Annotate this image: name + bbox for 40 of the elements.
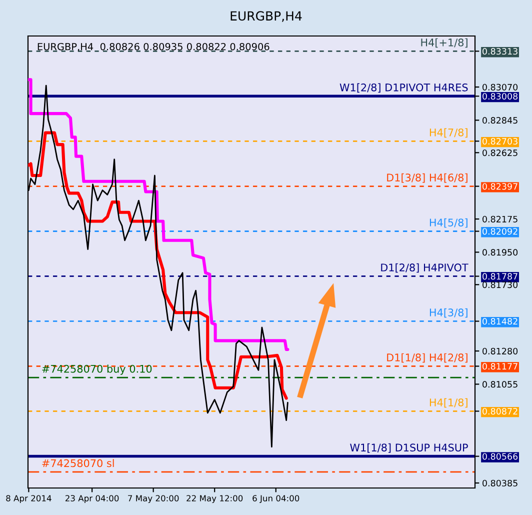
line-series bbox=[28, 78, 290, 352]
y-tick-label: 0.82092 bbox=[482, 228, 518, 235]
y-tick-label: 0.82845 bbox=[482, 117, 518, 124]
line-series bbox=[28, 131, 288, 400]
y-tick-label: 0.81730 bbox=[482, 281, 518, 288]
y-tick-label: 0.81950 bbox=[482, 249, 518, 256]
y-tick-label: 0.81787 bbox=[482, 273, 518, 280]
ref-line-label: H4[+1/8] bbox=[421, 38, 468, 48]
y-tick-label: 0.81482 bbox=[482, 318, 518, 325]
ref-line-label: D1[3/8] H4[6/8] bbox=[387, 173, 468, 183]
y-tick-label: 0.83313 bbox=[482, 48, 518, 55]
ref-line-label: #74258070 sl bbox=[42, 459, 114, 468]
x-tick-label: 23 Apr 04:00 bbox=[66, 495, 119, 504]
y-tick-label: 0.80566 bbox=[482, 453, 518, 460]
y-tick-label: 0.82703 bbox=[482, 138, 518, 145]
chart-title: EURGBP,H4 bbox=[230, 11, 302, 22]
ref-line-label: H4[3/8] bbox=[430, 308, 468, 318]
ref-line-label: D1[2/8] H4PIVOT bbox=[381, 263, 468, 273]
y-tick-label: 0.82397 bbox=[482, 183, 518, 190]
x-tick-label: 8 Apr 2014 bbox=[6, 495, 52, 504]
ref-line-label: H4[1/8] bbox=[430, 398, 468, 408]
ref-line-label: W1[1/8] D1SUP H4SUP bbox=[350, 443, 468, 453]
x-tick-label: 6 Jun 04:00 bbox=[252, 495, 300, 503]
y-tick-label: 0.81055 bbox=[482, 381, 518, 388]
y-tick-label: 0.82625 bbox=[482, 149, 518, 156]
y-tick-label: 0.82175 bbox=[482, 216, 518, 222]
y-tick-label: 0.83070 bbox=[482, 84, 518, 90]
ref-line-label: D1[1/8] H4[2/8] bbox=[387, 353, 468, 363]
ref-line-label: H4[7/8] bbox=[430, 128, 468, 138]
x-tick-label: 22 May 12:00 bbox=[186, 495, 243, 504]
ref-line-label: H4[5/8] bbox=[430, 218, 468, 228]
y-tick-label: 0.81177 bbox=[482, 363, 518, 370]
y-tick-label: 0.80872 bbox=[482, 408, 518, 415]
y-tick-label: 0.81280 bbox=[482, 348, 518, 354]
text: EURGBP,H4 0.80826 0.80935 0.80822 0.80906 bbox=[38, 42, 270, 52]
y-tick-label: 0.83008 bbox=[482, 93, 518, 100]
ref-line-label: #74258070 buy 0.10 bbox=[42, 364, 152, 375]
x-tick-label: 7 May 20:00 bbox=[128, 495, 179, 504]
ref-line-label: W1[2/8] D1PIVOT H4RES bbox=[340, 83, 468, 93]
y-tick-label: 0.80385 bbox=[482, 480, 518, 486]
